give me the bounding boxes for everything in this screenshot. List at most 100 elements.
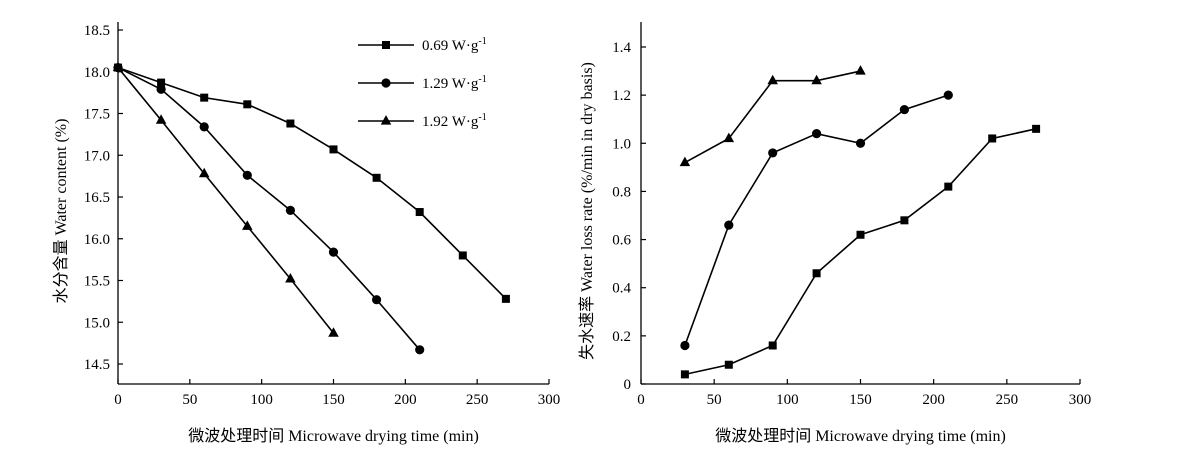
y-tick-label: 18.0 [84,65,110,81]
data-point-circle [242,170,252,180]
x-tick-label: 300 [538,392,561,408]
y-tick-label: 17.0 [84,148,110,164]
legend-item-square: 0.69 W·g-1 [358,36,487,54]
y-tick-label: 18.5 [84,23,110,39]
data-point-triangle [855,65,866,75]
x-tick-label: 250 [466,392,489,408]
legend-marker-circle [381,78,391,88]
x-tick-label: 0 [114,392,122,408]
legend-item-triangle: 1.92 W·g-1 [358,112,487,130]
x-tick-label: 50 [707,392,722,408]
series-circle [113,62,425,355]
data-point-triangle [767,74,778,85]
data-point-triangle [285,272,296,283]
x-tick-label: 100 [776,392,799,408]
data-point-triangle [112,61,124,72]
data-point-circle [724,220,734,230]
legend-item-circle: 1.29 W·g-1 [358,74,487,92]
data-point-circle [156,84,166,94]
y-tick-label: 1.4 [612,40,631,56]
data-point-circle [943,90,953,100]
y-tick-label: 0.4 [612,281,631,297]
x-tick-label: 200 [922,392,945,408]
data-point-square [900,216,909,225]
data-point-square [200,93,209,102]
data-point-circle [768,148,778,158]
data-point-circle [328,247,339,257]
data-point-triangle [242,220,253,230]
data-point-circle [285,205,295,215]
data-point-circle [899,104,910,115]
series-line-circle [117,66,421,351]
y-tick-label: 17.5 [84,107,110,123]
data-point-triangle [155,114,167,124]
series-line-triangle [117,67,335,334]
data-point-square [768,341,777,350]
x-tick-label: 300 [1069,392,1092,408]
legend-label-superscript: -1 [478,74,486,85]
data-point-triangle [198,167,210,178]
data-point-square [812,269,821,278]
data-point-square [415,208,424,217]
y-axis-title: 失水速率 Water loss rate (%/min in dry basis… [578,62,596,360]
x-tick-label: 150 [322,392,345,408]
data-point-circle [199,122,209,132]
legend-marker-square [382,41,390,49]
data-point-square [372,173,381,182]
data-point-square [501,294,510,303]
y-tick-label: 1.0 [612,136,631,152]
data-point-circle [415,345,425,355]
data-point-square [157,78,166,87]
y-tick-label: 0 [624,377,632,393]
y-tick-label: 0.2 [612,329,631,345]
data-point-triangle [811,74,822,85]
series-circle [680,90,953,351]
chart-panel-2: 0 50 100 150 200 250 300 0 0.2 0.4 0.6 0.8 1.0 1.2 1.4… [578,22,1091,445]
series-triangle [112,61,339,337]
x-tick-label: 150 [849,392,872,408]
data-point-circle [855,138,866,148]
y-tick-label: 0.6 [612,233,631,249]
data-point-triangle [723,132,735,143]
data-point-square [458,251,467,260]
data-point-circle [812,129,822,139]
data-point-circle [680,340,690,351]
y-tick-label: 15.5 [84,274,110,290]
x-tick-label: 250 [996,392,1019,408]
y-tick-label: 15.0 [84,315,110,331]
data-point-square [1032,124,1041,133]
x-tick-label: 50 [182,392,197,408]
y-tick-label: 0.8 [612,184,631,200]
x-axis-title: 微波处理时间 Microwave drying time (min) [715,427,1006,445]
y-tick-label: 16.5 [84,190,110,206]
series-line-square [684,128,1037,376]
legend: 0.69 W·g-1 1.29 W·g-1 1.92 W·g-1 [358,36,487,130]
data-point-square [680,370,689,379]
data-point-square [243,100,252,109]
data-point-square [329,145,338,154]
legend-label-superscript: -1 [478,112,486,123]
y-tick-label: 1.2 [612,88,631,104]
data-point-square [944,182,953,191]
legend-label: 1.29 W·g-1 [422,74,487,92]
chart-panel-1: 0 50 100 150 200 250 300 14.5 15.0 15.5 16.0 16.5 17… [52,22,560,445]
series-line-square [117,66,507,300]
legend-label: 1.92 W·g-1 [422,112,487,130]
data-point-square [988,134,997,143]
y-tick-label: 14.5 [84,357,110,373]
x-tick-label: 0 [637,392,645,408]
data-point-triangle [328,327,339,337]
x-axis-title: 微波处理时间 Microwave drying time (min) [188,427,479,445]
data-point-triangle [679,156,691,167]
series-triangle [679,65,866,167]
legend-label: 0.69 W·g-1 [422,36,487,54]
data-point-square [856,230,865,239]
x-tick-label: 100 [250,392,273,408]
series-square [114,63,510,303]
series-square [680,124,1041,379]
y-tick-label: 16.0 [84,232,110,248]
legend-marker-triangle [380,115,392,125]
data-point-square [724,360,733,369]
